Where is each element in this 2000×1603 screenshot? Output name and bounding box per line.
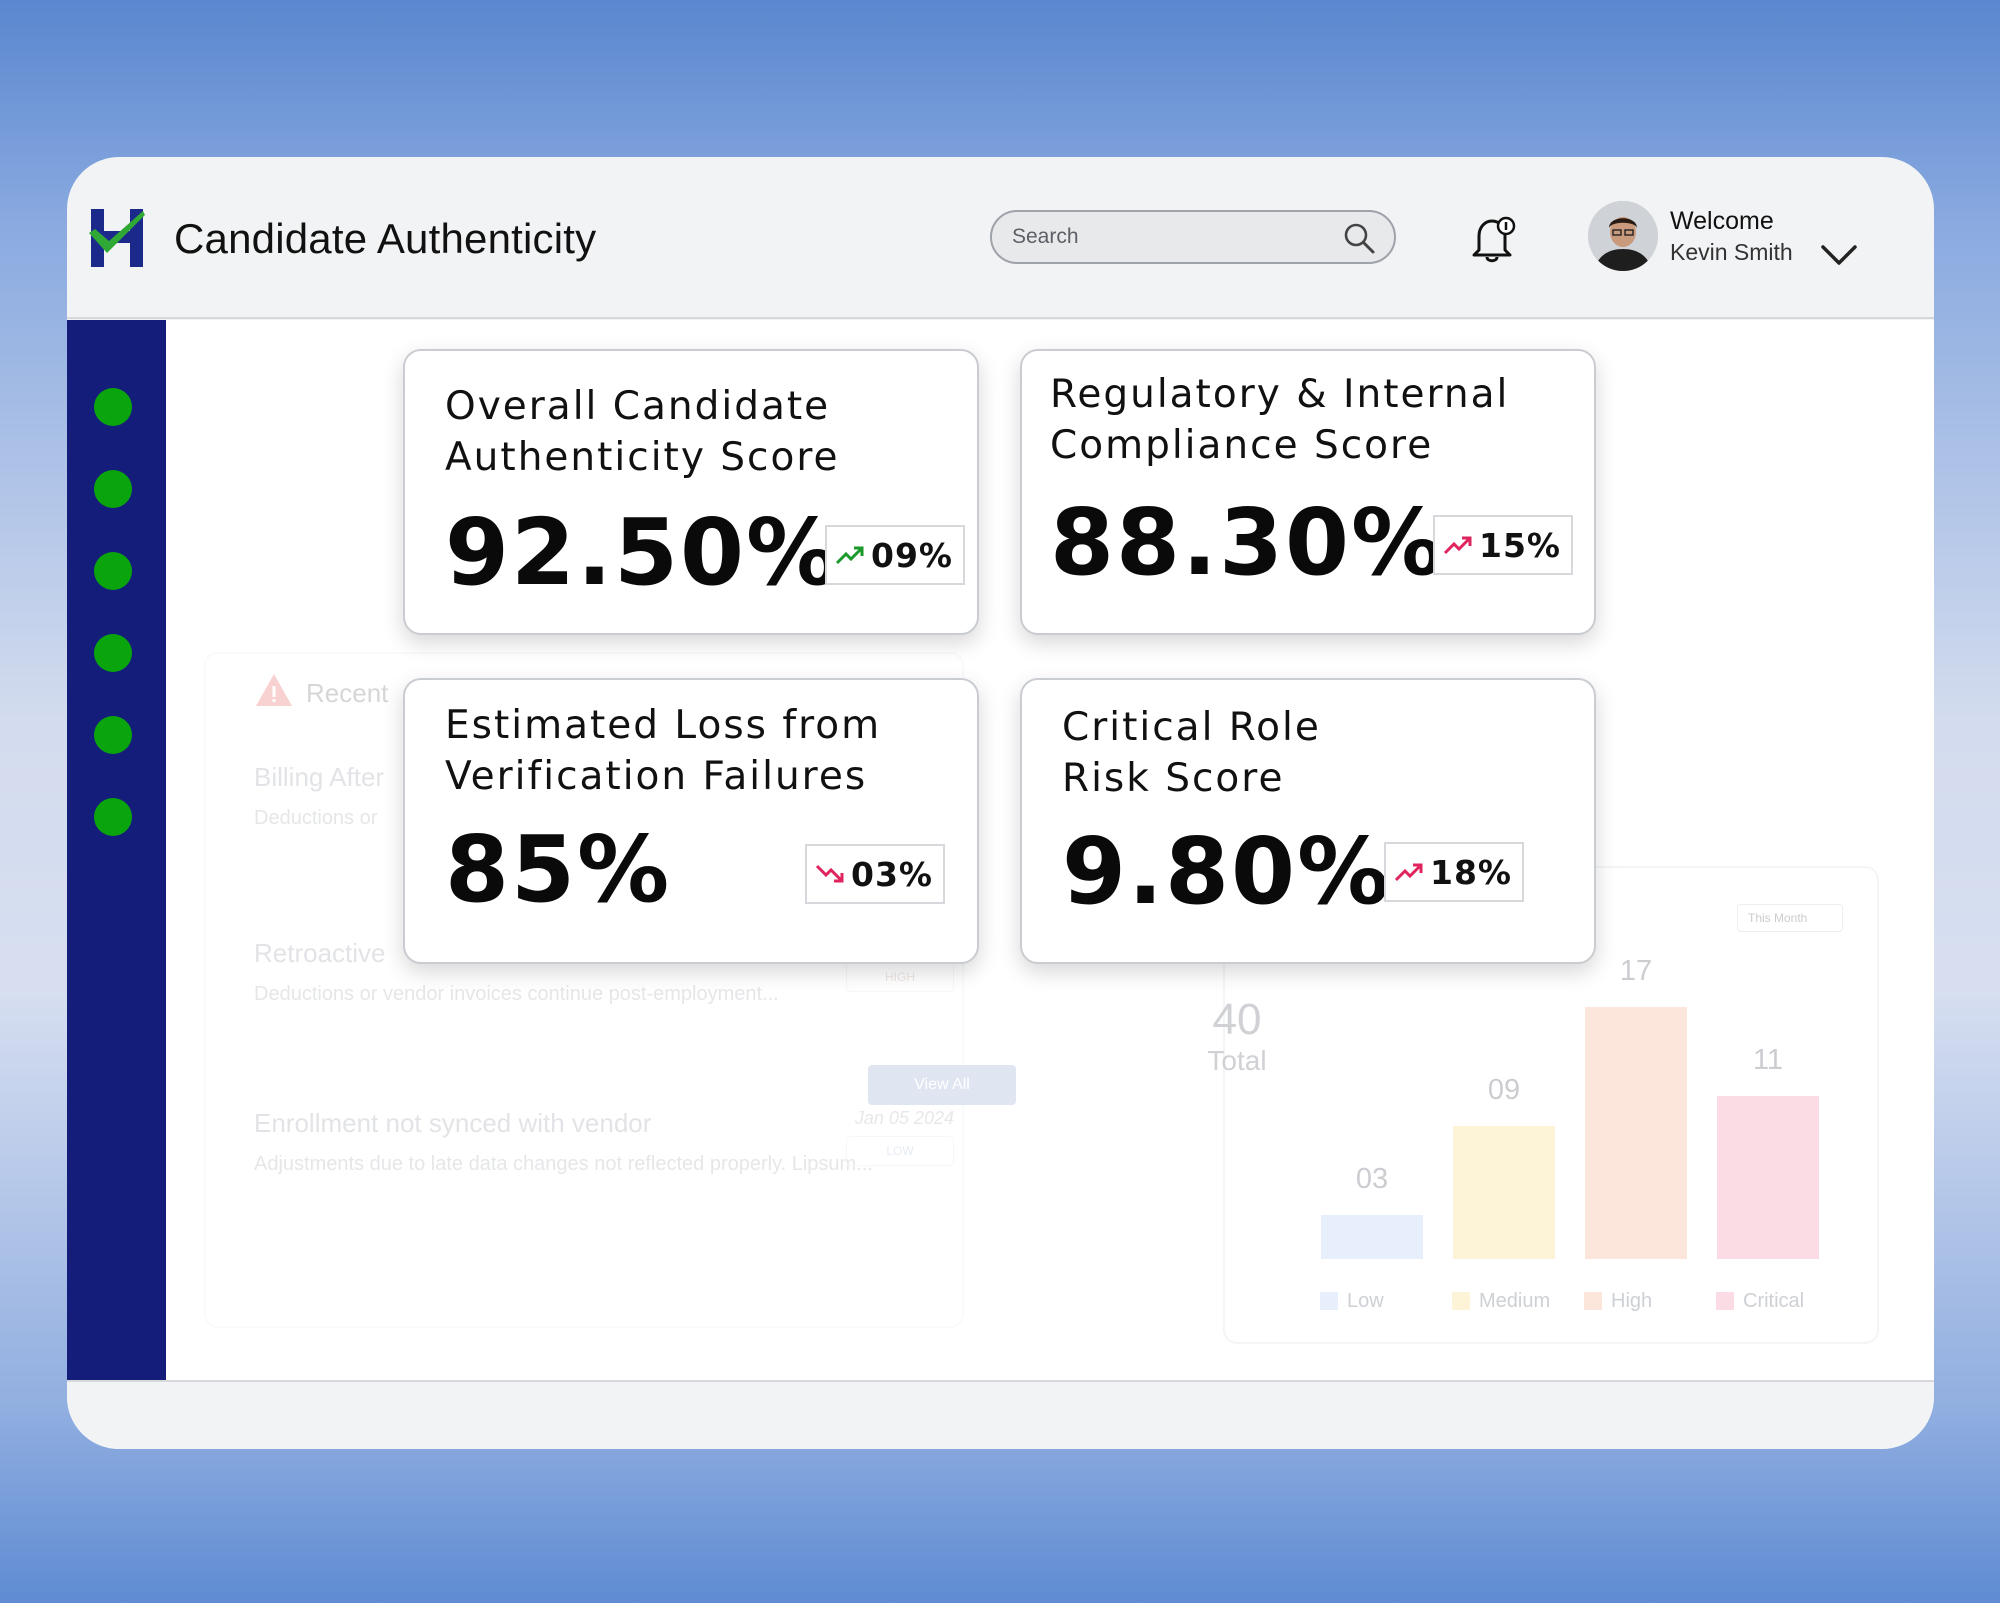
kpi-change: 09% (871, 535, 953, 575)
sidebar-item-2[interactable] (94, 470, 132, 508)
kpi-change-badge: 09% (825, 525, 965, 585)
sidebar-item-1[interactable] (94, 388, 132, 426)
kpi-card-authenticity[interactable]: Overall Candidate Authenticity Score 92.… (403, 349, 979, 635)
user-name: Kevin Smith (1670, 239, 1793, 265)
kpi-card-compliance[interactable]: Regulatory & Internal Compliance Score 8… (1020, 349, 1596, 635)
kpi-value: 92.50% (445, 499, 841, 606)
notification-bell-icon[interactable] (1465, 210, 1523, 268)
legend-label: High (1611, 1290, 1653, 1312)
kpi-card-critical-risk[interactable]: Critical Role Risk Score 9.80% 18% (1020, 678, 1596, 964)
legend-swatch (1716, 1292, 1734, 1310)
kpi-card-loss[interactable]: Estimated Loss from Verification Failure… (403, 678, 979, 964)
legend-swatch (1320, 1292, 1338, 1310)
chart-total-value: 40 (1212, 995, 1262, 1044)
sidebar (67, 320, 166, 1380)
kpi-value: 85% (445, 816, 672, 923)
alert-title: Retroactive (254, 938, 386, 968)
sidebar-item-5[interactable] (94, 716, 132, 754)
sidebar-item-3[interactable] (94, 552, 132, 590)
legend-label: Low (1347, 1290, 1384, 1312)
top-header: Candidate Authenticity Welco (67, 157, 1934, 319)
welcome-label: Welcome (1670, 207, 1774, 235)
period-filter[interactable]: This Month (1737, 904, 1843, 932)
kpi-title: Estimated Loss from Verification Failure… (445, 703, 882, 799)
chart-bar-value: 17 (1619, 955, 1653, 987)
alert-desc: Deductions or vendor invoices continue p… (254, 983, 779, 1005)
chart-total-label: Total (1207, 1045, 1267, 1076)
legend-swatch (1452, 1292, 1470, 1310)
sidebar-item-6[interactable] (94, 798, 132, 836)
recent-alerts-panel: Recent Billing After Deductions or Retro… (204, 652, 964, 1328)
kpi-title: Regulatory & Internal Compliance Score (1050, 372, 1510, 468)
legend-label: Medium (1479, 1290, 1551, 1312)
trend-down-icon (815, 864, 844, 883)
kpi-change-badge: 18% (1384, 842, 1524, 902)
kpi-change: 18% (1430, 852, 1512, 892)
chart-bar-critical (1717, 1096, 1819, 1259)
alert-item[interactable]: Enrollment not synced with vendor Adjust… (254, 1108, 954, 1176)
footer-strip (67, 1380, 1934, 1449)
kpi-value: 9.80% (1062, 818, 1392, 925)
warning-icon (256, 674, 292, 706)
app-title: Candidate Authenticity (174, 215, 597, 262)
alert-title: Billing After (254, 762, 385, 792)
app-window: Candidate Authenticity Welco (67, 157, 1934, 1449)
alert-desc: Deductions or (254, 807, 378, 829)
alert-date: Jan 05 2024 (854, 1108, 954, 1128)
kpi-value: 88.30% (1050, 489, 1446, 596)
alerts-title: Recent (306, 678, 389, 708)
kpi-change: 03% (851, 854, 933, 894)
chart-bar-medium (1453, 1126, 1555, 1259)
view-all-button[interactable]: View All (868, 1065, 1016, 1105)
search-box[interactable] (990, 210, 1396, 264)
legend-swatch (1584, 1292, 1602, 1310)
sidebar-item-4[interactable] (94, 634, 132, 672)
alert-item[interactable]: Billing After Deductions or (254, 762, 954, 830)
kpi-title: Critical Role Risk Score (1062, 705, 1321, 801)
alert-desc: Adjustments due to late data changes not… (254, 1153, 873, 1175)
logo-icon (89, 209, 145, 267)
chart-bar-value: 03 (1355, 1163, 1389, 1195)
search-input[interactable] (1012, 212, 1332, 262)
severity-badge: LOW (846, 1136, 954, 1166)
chart-bar-high (1585, 1007, 1687, 1259)
chart-bar-value: 09 (1487, 1074, 1521, 1106)
chart-bar-value: 11 (1752, 1044, 1784, 1076)
kpi-title: Overall Candidate Authenticity Score (445, 384, 840, 480)
user-photo-icon (1588, 201, 1658, 271)
kpi-change-badge: 03% (805, 844, 945, 904)
alert-title: Enrollment not synced with vendor (254, 1108, 652, 1138)
kpi-change: 15% (1479, 525, 1561, 565)
trend-up-icon (835, 546, 864, 565)
kpi-change-badge: 15% (1433, 515, 1573, 575)
trend-up-icon (1443, 536, 1472, 555)
severity-badge: HIGH (846, 962, 954, 992)
trend-up-icon (1394, 863, 1423, 882)
chevron-down-icon[interactable] (1819, 241, 1859, 269)
chart-bar-low (1321, 1215, 1423, 1259)
alert-item[interactable]: Retroactive Deductions or vendor invoice… (254, 938, 954, 1006)
legend-label: Critical (1743, 1290, 1805, 1312)
avatar[interactable] (1588, 201, 1658, 271)
search-icon[interactable] (1342, 221, 1376, 255)
